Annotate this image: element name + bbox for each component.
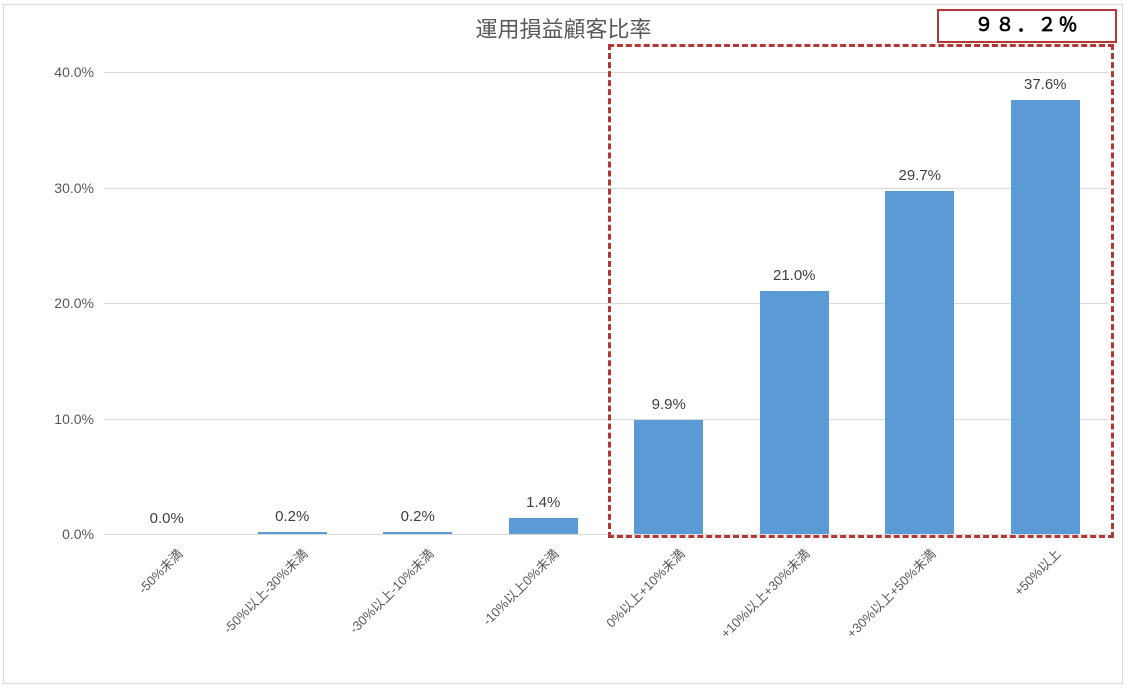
y-tick-label: 20.0%: [34, 295, 94, 311]
y-tick-label: 30.0%: [34, 180, 94, 196]
bar-value-label: 21.0%: [773, 267, 816, 284]
gridline: [104, 188, 1108, 189]
bar: [760, 291, 829, 534]
bar-value-label: 0.2%: [401, 508, 435, 525]
gridline: [104, 534, 1108, 535]
y-tick-label: 10.0%: [34, 411, 94, 427]
summary-badge: ９８．２％: [937, 9, 1117, 43]
bar: [258, 532, 327, 534]
gridline: [104, 419, 1108, 420]
y-tick-label: 40.0%: [34, 64, 94, 80]
plot-area: [104, 72, 1108, 534]
bar-value-label: 0.0%: [150, 510, 184, 527]
bar-value-label: 1.4%: [526, 494, 560, 511]
bar: [634, 420, 703, 534]
bar-value-label: 0.2%: [275, 508, 309, 525]
gridline: [104, 303, 1108, 304]
bar-value-label: 29.7%: [898, 167, 941, 184]
bar: [383, 532, 452, 534]
bar-value-label: 37.6%: [1024, 76, 1067, 93]
bar: [885, 191, 954, 534]
bar-value-label: 9.9%: [652, 396, 686, 413]
y-tick-label: 0.0%: [34, 526, 94, 542]
bar: [1011, 100, 1080, 534]
gridline: [104, 72, 1108, 73]
bar: [509, 518, 578, 534]
